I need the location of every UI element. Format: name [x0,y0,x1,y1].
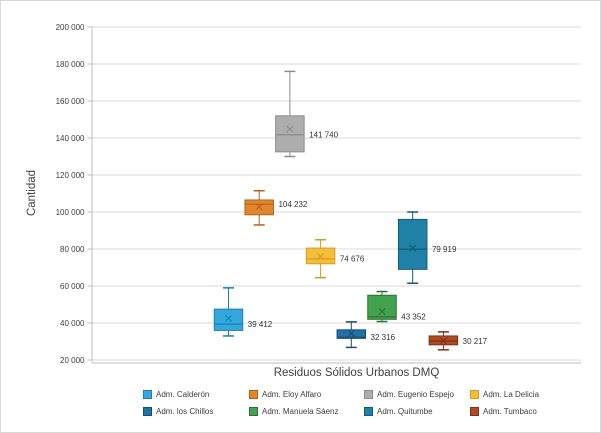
y-tick-label: 100 000 [56,208,85,217]
box [367,294,397,320]
box [397,218,428,270]
y-axis-title: Cantidad [26,169,38,217]
mean-marker [378,308,386,316]
boxplot-manuela-saenz: 43 352 [367,290,426,323]
x-axis-title: Residuos Sólidos Urbanos DMQ [273,367,440,379]
boxplot-calderon: 39 412 [213,287,273,337]
boxplot-tumbaco: 30 217 [428,331,488,351]
mean-marker [286,125,294,133]
data-label: 141 740 [309,131,338,140]
y-tick-label: 120 000 [56,171,85,180]
data-label: 32 316 [371,333,396,342]
data-label: 74 676 [340,255,365,264]
mean-marker [317,252,325,260]
y-tick-label: 40 000 [60,319,85,328]
data-label: 79 919 [432,245,457,254]
data-label: 30 217 [463,337,488,346]
boxplot-la-delicia: 74 676 [305,239,365,279]
y-tick-label: 200 000 [56,23,85,32]
mean-marker [439,337,447,345]
data-label: 43 352 [401,313,426,322]
y-tick-label: 180 000 [56,60,85,69]
mean-marker [409,244,417,252]
y-tick-label: 20 000 [60,356,85,365]
data-label: 39 412 [248,320,273,329]
y-tick-label: 160 000 [56,97,85,106]
mean-marker [225,314,232,322]
box [275,115,305,153]
y-tick-label: 60 000 [60,282,85,291]
boxplot-los-chillos: 32 316 [336,321,396,349]
mean-marker [255,203,263,211]
y-tick-label: 140 000 [56,134,85,143]
mean-marker [347,329,355,337]
data-label: 104 232 [278,200,307,209]
boxplot-quitumbe: 79 919 [397,211,457,284]
box [213,308,244,331]
boxplot-eloy-alfaro: 104 232 [244,189,308,226]
boxplot-eugenio-espejo: 141 740 [275,70,339,158]
y-tick-label: 80 000 [60,245,85,254]
